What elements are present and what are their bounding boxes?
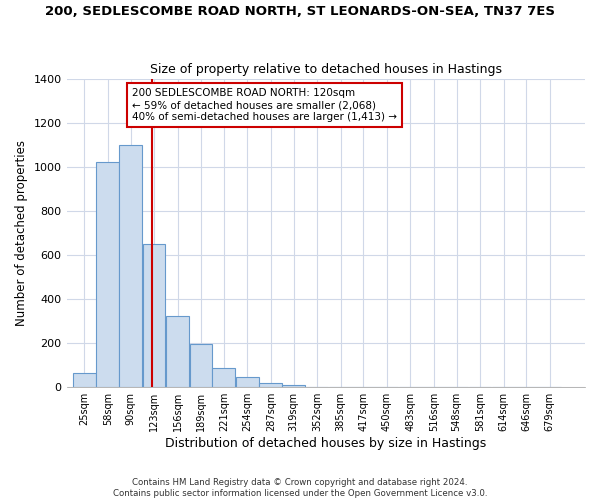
Bar — [143, 244, 166, 387]
Bar — [282, 385, 305, 387]
Bar — [212, 368, 235, 387]
Y-axis label: Number of detached properties: Number of detached properties — [15, 140, 28, 326]
Bar — [190, 344, 212, 387]
Title: Size of property relative to detached houses in Hastings: Size of property relative to detached ho… — [150, 63, 502, 76]
Bar — [166, 316, 189, 387]
Text: 200 SEDLESCOMBE ROAD NORTH: 120sqm
← 59% of detached houses are smaller (2,068)
: 200 SEDLESCOMBE ROAD NORTH: 120sqm ← 59%… — [132, 88, 397, 122]
Bar — [259, 383, 282, 387]
Bar — [97, 162, 119, 387]
Text: 200, SEDLESCOMBE ROAD NORTH, ST LEONARDS-ON-SEA, TN37 7ES: 200, SEDLESCOMBE ROAD NORTH, ST LEONARDS… — [45, 5, 555, 18]
X-axis label: Distribution of detached houses by size in Hastings: Distribution of detached houses by size … — [165, 437, 487, 450]
Bar — [119, 144, 142, 387]
Bar — [236, 378, 259, 387]
Bar — [73, 373, 96, 387]
Text: Contains HM Land Registry data © Crown copyright and database right 2024.
Contai: Contains HM Land Registry data © Crown c… — [113, 478, 487, 498]
